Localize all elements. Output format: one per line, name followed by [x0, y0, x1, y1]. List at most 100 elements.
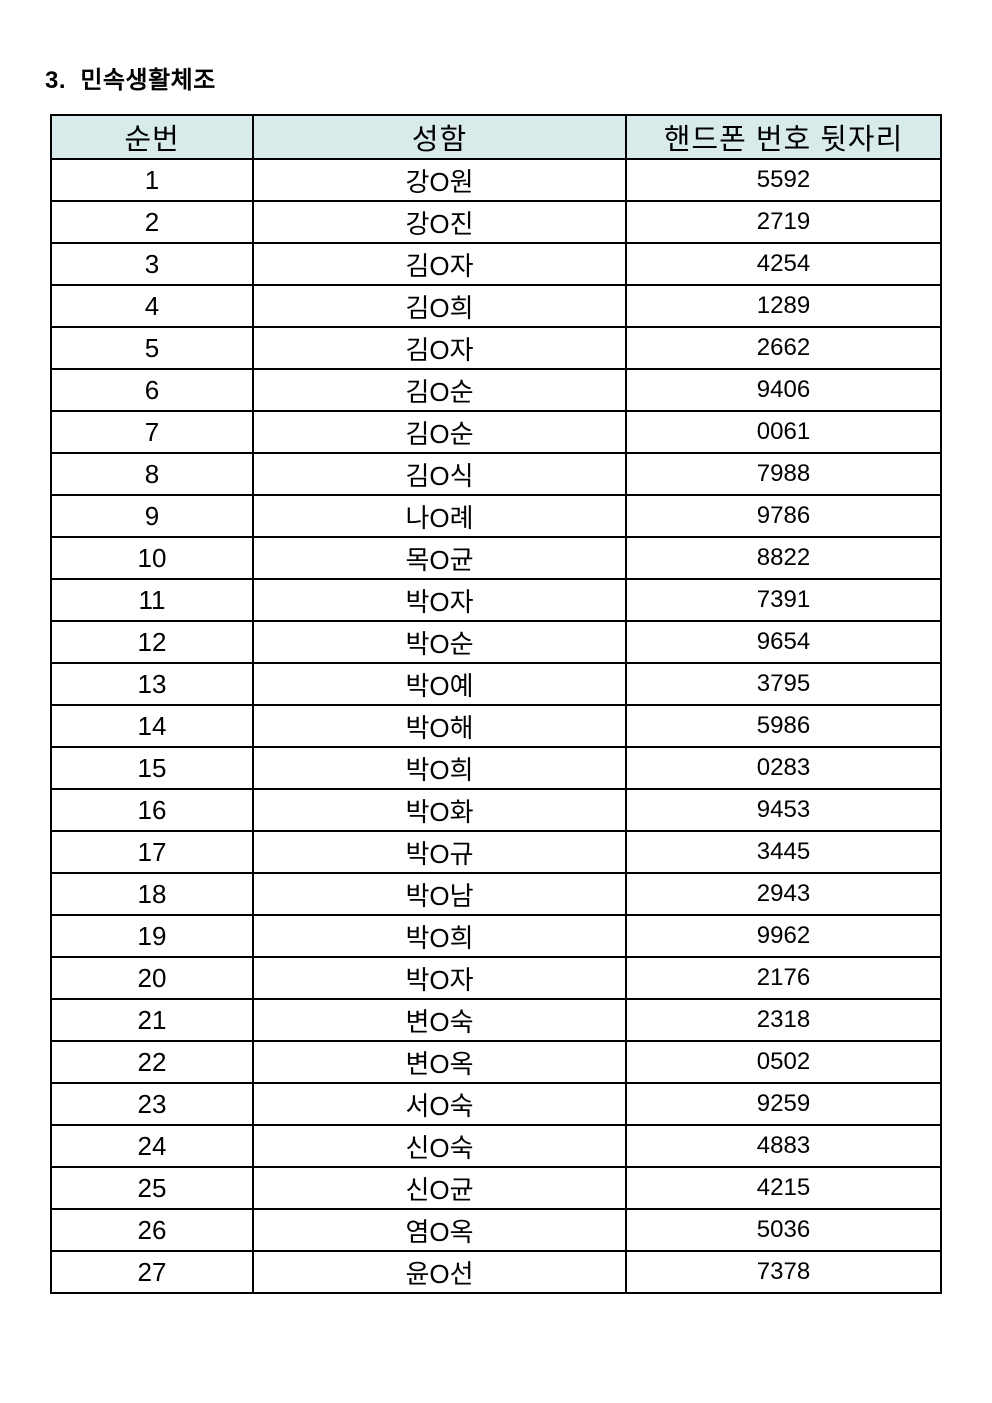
- table-row: 12 박O순 9654: [50, 620, 942, 664]
- cell-name: 변O옥: [252, 1040, 627, 1084]
- cell-number: 7: [50, 410, 254, 454]
- cell-phone: 2318: [625, 998, 942, 1042]
- table-row: 2 강O진 2719: [50, 200, 942, 244]
- table-row: 25 신O균 4215: [50, 1166, 942, 1210]
- cell-number: 24: [50, 1124, 254, 1168]
- cell-name: 박O희: [252, 914, 627, 958]
- cell-number: 23: [50, 1082, 254, 1126]
- cell-name: 김O자: [252, 242, 627, 286]
- cell-number: 21: [50, 998, 254, 1042]
- cell-name: 서O숙: [252, 1082, 627, 1126]
- cell-number: 10: [50, 536, 254, 580]
- cell-phone: 9962: [625, 914, 942, 958]
- table-row: 21 변O숙 2318: [50, 998, 942, 1042]
- cell-number: 2: [50, 200, 254, 244]
- cell-number: 15: [50, 746, 254, 790]
- cell-name: 신O균: [252, 1166, 627, 1210]
- cell-number: 13: [50, 662, 254, 706]
- cell-name: 신O숙: [252, 1124, 627, 1168]
- cell-phone: 9453: [625, 788, 942, 832]
- table-row: 7 김O순 0061: [50, 410, 942, 454]
- table-header-row: 순번 성함 핸드폰 번호 뒷자리: [50, 114, 942, 160]
- cell-number: 17: [50, 830, 254, 874]
- cell-phone: 9654: [625, 620, 942, 664]
- cell-number: 18: [50, 872, 254, 916]
- cell-number: 20: [50, 956, 254, 1000]
- cell-phone: 8822: [625, 536, 942, 580]
- col-header-phone: 핸드폰 번호 뒷자리: [625, 114, 942, 160]
- cell-name: 나O례: [252, 494, 627, 538]
- cell-number: 27: [50, 1250, 254, 1294]
- table-row: 26 염O옥 5036: [50, 1208, 942, 1252]
- cell-number: 1: [50, 158, 254, 202]
- cell-phone: 7391: [625, 578, 942, 622]
- cell-number: 16: [50, 788, 254, 832]
- cell-phone: 3445: [625, 830, 942, 874]
- cell-number: 9: [50, 494, 254, 538]
- cell-number: 12: [50, 620, 254, 664]
- cell-name: 박O자: [252, 956, 627, 1000]
- cell-phone: 9786: [625, 494, 942, 538]
- cell-phone: 9406: [625, 368, 942, 412]
- cell-number: 25: [50, 1166, 254, 1210]
- cell-name: 강O진: [252, 200, 627, 244]
- table-row: 10 목O균 8822: [50, 536, 942, 580]
- cell-name: 윤O선: [252, 1250, 627, 1294]
- table-row: 16 박O화 9453: [50, 788, 942, 832]
- cell-number: 6: [50, 368, 254, 412]
- table-row: 18 박O남 2943: [50, 872, 942, 916]
- cell-phone: 5592: [625, 158, 942, 202]
- table-row: 24 신O숙 4883: [50, 1124, 942, 1168]
- table-row: 4 김O희 1289: [50, 284, 942, 328]
- table-row: 11 박O자 7391: [50, 578, 942, 622]
- cell-name: 박O남: [252, 872, 627, 916]
- table-row: 27 윤O선 7378: [50, 1250, 942, 1294]
- cell-number: 5: [50, 326, 254, 370]
- cell-phone: 2719: [625, 200, 942, 244]
- table-row: 5 김O자 2662: [50, 326, 942, 370]
- table-row: 20 박O자 2176: [50, 956, 942, 1000]
- cell-phone: 4883: [625, 1124, 942, 1168]
- table-row: 3 김O자 4254: [50, 242, 942, 286]
- table-row: 15 박O희 0283: [50, 746, 942, 790]
- cell-name: 김O희: [252, 284, 627, 328]
- cell-phone: 4254: [625, 242, 942, 286]
- table-row: 17 박O규 3445: [50, 830, 942, 874]
- cell-phone: 7378: [625, 1250, 942, 1294]
- table-row: 13 박O예 3795: [50, 662, 942, 706]
- cell-name: 박O순: [252, 620, 627, 664]
- cell-number: 26: [50, 1208, 254, 1252]
- cell-phone: 0502: [625, 1040, 942, 1084]
- cell-phone: 2662: [625, 326, 942, 370]
- cell-phone: 9259: [625, 1082, 942, 1126]
- cell-phone: 5036: [625, 1208, 942, 1252]
- table-row: 19 박O희 9962: [50, 914, 942, 958]
- cell-phone: 3795: [625, 662, 942, 706]
- cell-number: 22: [50, 1040, 254, 1084]
- table-row: 8 김O식 7988: [50, 452, 942, 496]
- cell-name: 김O순: [252, 410, 627, 454]
- table-row: 22 변O옥 0502: [50, 1040, 942, 1084]
- roster-table: 순번 성함 핸드폰 번호 뒷자리 1 강O원 5592 2 강O진 2719 3 김O자 425…: [50, 114, 942, 1294]
- cell-name: 염O옥: [252, 1208, 627, 1252]
- cell-phone: 2176: [625, 956, 942, 1000]
- cell-phone: 5986: [625, 704, 942, 748]
- cell-name: 박O예: [252, 662, 627, 706]
- table-row: 9 나O례 9786: [50, 494, 942, 538]
- cell-name: 박O해: [252, 704, 627, 748]
- page-title: 3. 민속생활체조: [45, 67, 216, 94]
- cell-phone: 0283: [625, 746, 942, 790]
- cell-name: 박O자: [252, 578, 627, 622]
- cell-name: 강O원: [252, 158, 627, 202]
- table-row: 1 강O원 5592: [50, 158, 942, 202]
- table-row: 6 김O순 9406: [50, 368, 942, 412]
- cell-number: 19: [50, 914, 254, 958]
- cell-name: 박O희: [252, 746, 627, 790]
- cell-number: 11: [50, 578, 254, 622]
- cell-name: 김O순: [252, 368, 627, 412]
- cell-name: 김O식: [252, 452, 627, 496]
- table-row: 14 박O해 5986: [50, 704, 942, 748]
- table-row: 23 서O숙 9259: [50, 1082, 942, 1126]
- cell-name: 박O화: [252, 788, 627, 832]
